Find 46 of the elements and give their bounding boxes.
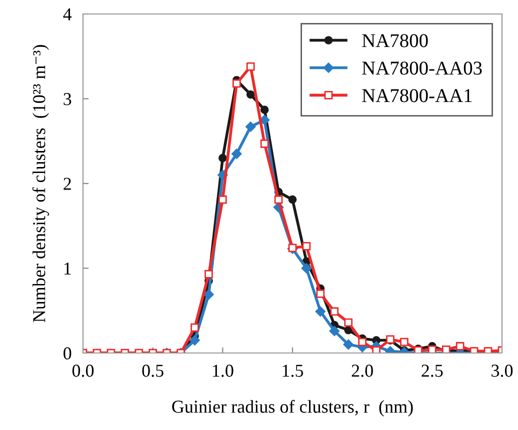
x-tick-label: 2.0 <box>352 364 373 377</box>
x-tick-label: 1.0 <box>212 364 234 377</box>
point <box>302 242 311 250</box>
point <box>274 195 283 204</box>
x-tick-label: 1.5 <box>282 364 304 377</box>
x-tick-label: 0.5 <box>142 364 164 377</box>
point <box>315 306 326 317</box>
point <box>456 342 464 350</box>
y-tick-label: 1 <box>64 262 71 275</box>
point <box>428 345 436 353</box>
y-tick-label: 2 <box>64 178 71 190</box>
y-axis-title: Number density of clusters (10²³ m⁻³) <box>32 45 49 322</box>
legend-label: NA7800-AA03 <box>362 62 482 75</box>
point <box>190 323 199 332</box>
point <box>204 289 214 300</box>
point <box>232 79 241 88</box>
point <box>344 318 353 327</box>
y-tick-label: 0 <box>64 347 72 360</box>
x-tick-label: 2.5 <box>422 364 443 377</box>
x-tick-label: 3.0 <box>492 364 513 377</box>
point <box>204 270 213 278</box>
point <box>343 339 354 350</box>
point <box>301 263 312 274</box>
point <box>246 90 255 99</box>
point <box>260 106 269 114</box>
point <box>344 326 353 334</box>
point <box>218 195 227 204</box>
point <box>260 140 269 148</box>
x-axis-title: Guinier radius of clusters, r (nm) <box>172 400 413 416</box>
point <box>190 335 200 346</box>
point <box>288 195 297 204</box>
legend-label: NA7800-AA1 <box>362 89 472 102</box>
y-tick-label: 3 <box>64 93 72 106</box>
point <box>218 154 227 162</box>
point <box>329 326 340 336</box>
point <box>400 338 408 346</box>
point <box>358 338 366 346</box>
x-tick-label: 0.0 <box>72 364 94 377</box>
legend-label: NA7800 <box>362 34 428 48</box>
point <box>232 148 242 159</box>
point <box>245 122 256 132</box>
y-tick-label: 4 <box>63 8 72 20</box>
point <box>316 290 325 298</box>
point <box>246 62 255 71</box>
point <box>330 307 339 316</box>
point <box>372 346 380 353</box>
